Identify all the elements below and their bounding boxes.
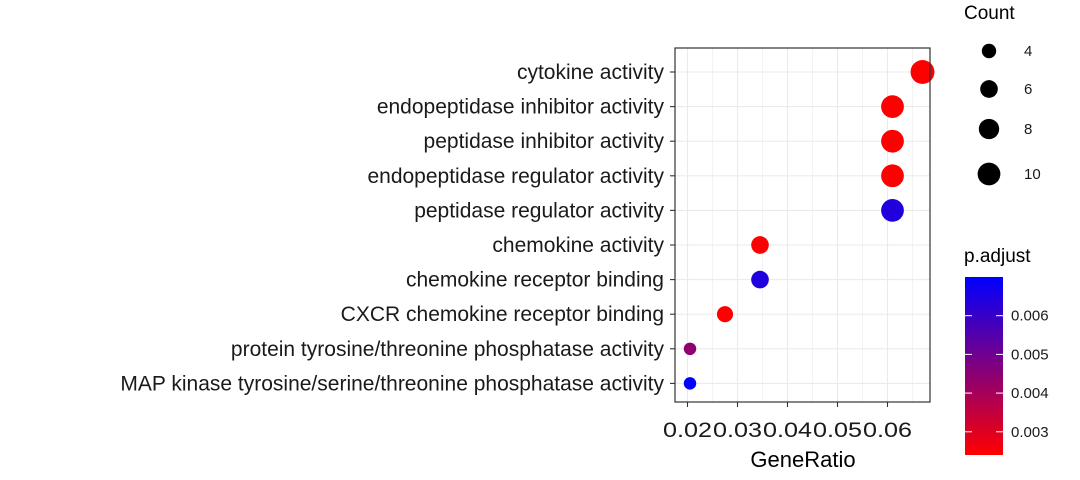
x-tick-label: 0.02 bbox=[663, 419, 712, 442]
x-tick-label: 0.05 bbox=[813, 419, 862, 442]
size-legend-key bbox=[981, 43, 997, 59]
x-tick-label: 0.03 bbox=[713, 419, 762, 442]
data-point bbox=[881, 129, 904, 153]
color-legend: p.adjust 0.006 0.005 0.004 0.003 bbox=[964, 246, 1049, 455]
y-tick-label: protein tyrosine/threonine phosphatase a… bbox=[231, 338, 665, 361]
data-point bbox=[881, 164, 904, 188]
size-legend-key bbox=[977, 162, 1001, 186]
y-tick-label: CXCR chemokine receptor binding bbox=[341, 303, 664, 326]
x-tick-label: 0.04 bbox=[763, 419, 812, 442]
size-legend-label: 6 bbox=[1024, 81, 1032, 98]
size-legend-key bbox=[980, 80, 998, 98]
x-axis: 0.02 0.03 0.04 0.05 0.06 bbox=[663, 402, 912, 442]
size-legend-label: 10 bbox=[1024, 166, 1041, 183]
color-legend-label: 0.003 bbox=[1011, 424, 1049, 441]
y-tick-label: endopeptidase regulator activity bbox=[367, 165, 664, 188]
size-legend: Count 4 6 8 10 bbox=[964, 3, 1041, 186]
y-axis: cytokine activity endopeptidase inhibitor… bbox=[120, 61, 675, 395]
data-point bbox=[683, 377, 697, 390]
size-legend-label: 8 bbox=[1024, 121, 1032, 138]
color-legend-title: p.adjust bbox=[964, 246, 1031, 267]
data-point bbox=[881, 199, 904, 222]
y-tick-label: endopeptidase inhibitor activity bbox=[377, 96, 665, 119]
y-tick-label: MAP kinase tyrosine/serine/threonine pho… bbox=[120, 372, 664, 395]
data-point bbox=[751, 270, 769, 289]
color-legend-label: 0.004 bbox=[1011, 385, 1049, 402]
plot-panel-border bbox=[674, 47, 931, 403]
data-point bbox=[881, 95, 904, 118]
color-bar bbox=[965, 277, 1003, 455]
size-legend-key bbox=[978, 118, 1000, 140]
size-legend-title: Count bbox=[964, 3, 1015, 24]
data-point bbox=[751, 236, 769, 254]
y-tick-label: cytokine activity bbox=[517, 61, 665, 84]
data-point bbox=[910, 60, 935, 84]
color-legend-label: 0.006 bbox=[1011, 308, 1049, 325]
size-legend-label: 4 bbox=[1024, 43, 1032, 60]
x-tick-label: 0.06 bbox=[863, 419, 912, 442]
data-points bbox=[683, 60, 935, 390]
y-tick-label: peptidase inhibitor activity bbox=[424, 130, 665, 153]
data-point bbox=[716, 306, 734, 323]
data-point bbox=[683, 342, 697, 356]
y-tick-label: chemokine receptor binding bbox=[406, 269, 664, 292]
y-tick-label: peptidase regulator activity bbox=[414, 199, 664, 222]
x-axis-title: GeneRatio bbox=[750, 447, 855, 472]
y-tick-label: chemokine activity bbox=[492, 234, 664, 257]
color-legend-label: 0.005 bbox=[1011, 346, 1049, 363]
